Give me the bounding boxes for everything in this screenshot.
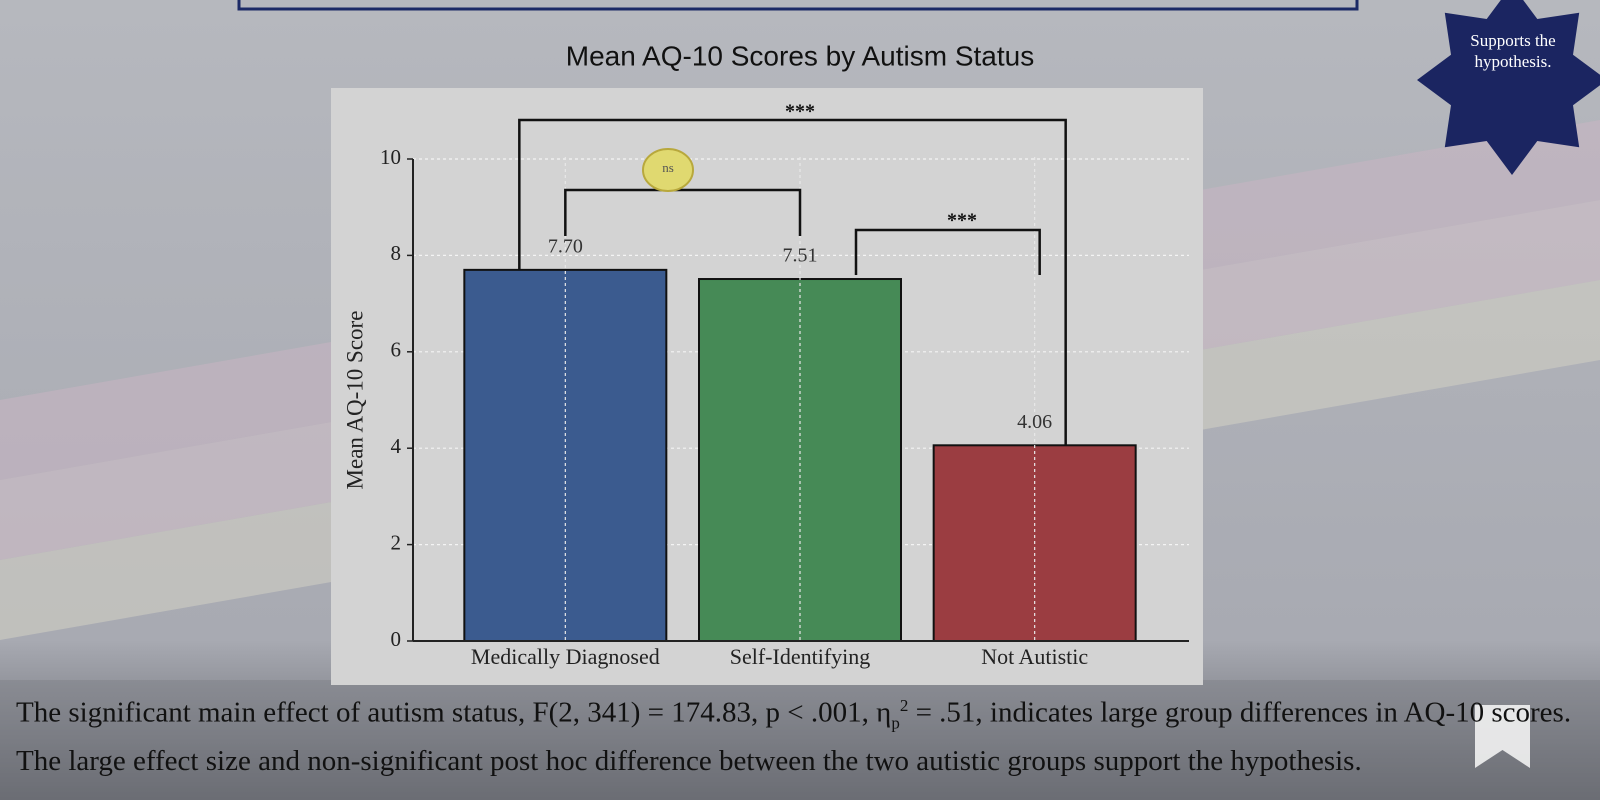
y-tick-label: 0 [391, 627, 402, 651]
y-axis-label: Mean AQ-10 Score [342, 311, 367, 490]
y-tick-label: 4 [391, 434, 402, 458]
value-label: 7.70 [548, 235, 583, 257]
x-tick-label: Self-Identifying [730, 644, 871, 669]
significance-label: *** [785, 101, 815, 123]
significance-label: ns [662, 160, 674, 175]
header-box [237, 0, 1359, 11]
significance-bracket [518, 118, 1067, 446]
significance-label: *** [947, 210, 977, 232]
subscript: p [891, 713, 900, 733]
ns-highlight [642, 148, 694, 192]
paragraph: The significant main effect of autism st… [16, 686, 1586, 742]
footer-shade [0, 680, 1600, 800]
y-tick-label: 8 [391, 241, 402, 265]
superscript: 2 [899, 696, 909, 715]
significance-bracket [854, 228, 1041, 275]
bookmark-icon[interactable] [1475, 705, 1530, 768]
badge-text: Supports the hypothesis. [1470, 31, 1556, 71]
y-tick-label: 6 [391, 338, 402, 362]
value-label: 7.51 [783, 245, 818, 267]
y-tick-label: 2 [391, 530, 402, 554]
x-tick-label: Not Autistic [981, 644, 1088, 669]
value-label: 4.06 [1017, 411, 1052, 433]
y-tick-label: 10 [380, 145, 401, 169]
badge-star [1417, 0, 1600, 175]
significance-bracket [564, 188, 802, 236]
text: The significant main effect of autism st… [16, 696, 892, 729]
x-tick-label: Medically Diagnosed [471, 644, 660, 669]
text: = .51, indicates large group differences… [908, 696, 1572, 729]
body-text: The significant main effect of autism st… [16, 686, 1586, 781]
paragraph: The large effect size and non-significan… [16, 745, 1362, 778]
chart-title: Mean AQ-10 Scores by Autism Status [566, 40, 1034, 71]
